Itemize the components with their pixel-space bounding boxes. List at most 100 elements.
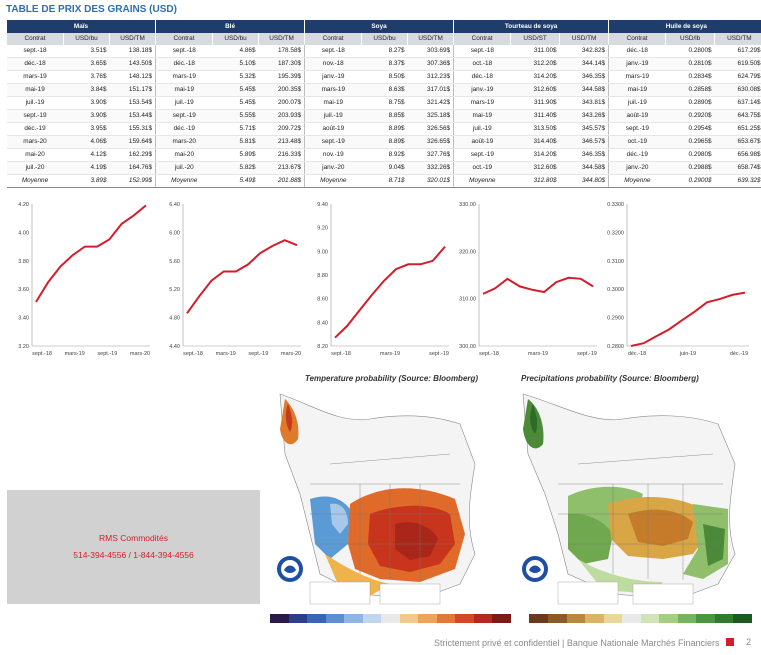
table-cell: sept.-19 (304, 135, 362, 149)
table-cell: Moyenne (453, 174, 511, 188)
y-tick-label: 330.00 (459, 202, 476, 208)
table-cell: juil.-19 (608, 96, 666, 110)
table-cell: mars-19 (304, 83, 362, 97)
table-cell: 630.08$ (714, 83, 761, 97)
table-cell: 4.86$ (212, 45, 259, 58)
table-cell: 311.90$ (510, 96, 560, 110)
x-tick-label: déc.-18 (628, 351, 646, 357)
y-tick-label: 0.3300 (607, 202, 624, 208)
table-cell: 312.60$ (510, 83, 560, 97)
table-cell: 0.2810$ (665, 57, 715, 71)
column-header: Contrat (608, 33, 666, 45)
column-header: USD/ST (510, 33, 560, 45)
table-cell: 3.90$ (63, 109, 110, 123)
contact-box: RMS Commodités 514-394-4556 / 1-844-394-… (7, 490, 260, 604)
table-cell: janv.-19 (608, 57, 666, 71)
table-cell: janv.-20 (608, 161, 666, 175)
table-cell: sept.-19 (608, 122, 666, 136)
table-cell: 148.12$ (109, 70, 156, 84)
y-tick-label: 8.80 (317, 273, 328, 279)
table-cell: déc.-18 (608, 45, 666, 58)
table-cell: mars-19 (155, 70, 213, 84)
table-cell: nov.-18 (304, 57, 362, 71)
table-cell: juil.-20 (6, 161, 64, 175)
contact-phones: 514-394-4556 / 1-844-394-4556 (73, 550, 194, 560)
y-tick-label: 5.20 (169, 287, 180, 293)
page-number: 2 (746, 637, 752, 647)
x-tick-label: sept.-18 (479, 351, 499, 357)
contact-name: RMS Commodités (99, 533, 168, 543)
table-cell: mars-19 (608, 70, 666, 84)
column-header: USD/bu (361, 33, 408, 45)
table-cell: 312.23$ (407, 70, 454, 84)
table-cell: 159.64$ (109, 135, 156, 149)
table-cell: août-19 (608, 109, 666, 123)
table-cell: 153.54$ (109, 96, 156, 110)
table-cell: déc.-19 (6, 122, 64, 136)
chart-axis (182, 204, 301, 347)
table-cell: 138.18$ (109, 45, 156, 58)
table-cell: mars-20 (6, 135, 64, 149)
table-cell: 213.67$ (258, 161, 305, 175)
x-tick-label: sept.-19 (577, 351, 597, 357)
table-row: mars-20 4.06$ 159.64$ mars-20 5.81$ 213.48$ se… (6, 135, 761, 149)
y-tick-label: 9.20 (317, 226, 328, 232)
table-cell: 8.75$ (361, 96, 408, 110)
table-cell: oct.-19 (608, 135, 666, 149)
table-cell: déc.-19 (608, 148, 666, 162)
wheat-chart: 4.40 4.80 5.20 5.60 6.00 6.40 sept.-18 mars-19 s… (169, 202, 301, 357)
table-cell: déc.-18 (6, 57, 64, 71)
column-header: Contrat (453, 33, 511, 45)
table-cell: mai-19 (304, 96, 362, 110)
table-cell: 8.92$ (361, 148, 408, 162)
table-cell: janv.-19 (304, 70, 362, 84)
table-cell: mai-20 (6, 148, 64, 162)
table-cell: déc.-18 (453, 70, 511, 84)
series-line (334, 245, 446, 339)
table-cell: 0.2988$ (665, 161, 715, 175)
table-cell: 5.55$ (212, 109, 259, 123)
table-cell: oct.-18 (453, 57, 511, 71)
table-cell: 8.27$ (361, 45, 408, 58)
y-tick-label: 9.00 (317, 249, 328, 255)
x-tick-label: sept.-18 (32, 351, 52, 357)
table-cell: 637.14$ (714, 96, 761, 110)
y-tick-label: 6.40 (169, 202, 180, 208)
table-cell: 200.07$ (258, 96, 305, 110)
table-cell: mars-20 (155, 135, 213, 149)
table-cell: 5.71$ (212, 122, 259, 136)
table-cell: mai-19 (453, 109, 511, 123)
y-tick-label: 4.40 (169, 344, 180, 350)
column-header: USD/lb (665, 33, 715, 45)
table-cell: 8.63$ (361, 83, 408, 97)
soybean-chart: 8.20 8.40 8.60 8.80 9.00 9.20 9.40 sept.-18 mars… (317, 202, 449, 357)
column-header: USD/bu (63, 33, 110, 45)
table-cell: sept.-19 (453, 148, 511, 162)
table-row: sept.-18 3.51$ 138.18$ sept.-18 4.86$ 178.58$… (6, 45, 761, 58)
table-cell: 312.60$ (510, 161, 560, 175)
group-header: Huile de soya (608, 20, 761, 33)
table-cell: 326.65$ (407, 135, 454, 149)
x-tick-label: sept.-19 (248, 351, 268, 357)
table-cell: 326.56$ (407, 122, 454, 136)
table-cell: juil.-19 (304, 109, 362, 123)
column-header: USD/TM (407, 33, 454, 45)
table-cell: Moyenne (155, 174, 213, 188)
group-header: Soya (304, 20, 454, 33)
table-cell: sept.-18 (155, 45, 213, 58)
table-cell: mars-19 (453, 96, 511, 110)
precipitation-map-title: Precipitations probability (Source: Bloo… (521, 374, 699, 383)
table-cell: 152.99$ (109, 174, 156, 188)
table-cell: janv.-19 (453, 83, 511, 97)
y-tick-label: 300.00 (459, 344, 476, 350)
y-tick-label: 8.20 (317, 344, 328, 350)
table-cell: 3.76$ (63, 70, 110, 84)
table-cell: 342.82$ (559, 45, 609, 58)
x-tick-label: juin-19 (679, 351, 697, 357)
table-cell: 344.80$ (559, 174, 609, 188)
table-cell: sept.-18 (453, 45, 511, 58)
corn-chart: 3.20 3.40 3.60 3.80 4.00 4.20 sept.-18 mars-19 s… (18, 202, 150, 357)
table-cell: 307.36$ (407, 57, 454, 71)
footer-text: Strictement privé et confidentiel | Banq… (434, 638, 720, 648)
table-cell: 209.72$ (258, 122, 305, 136)
